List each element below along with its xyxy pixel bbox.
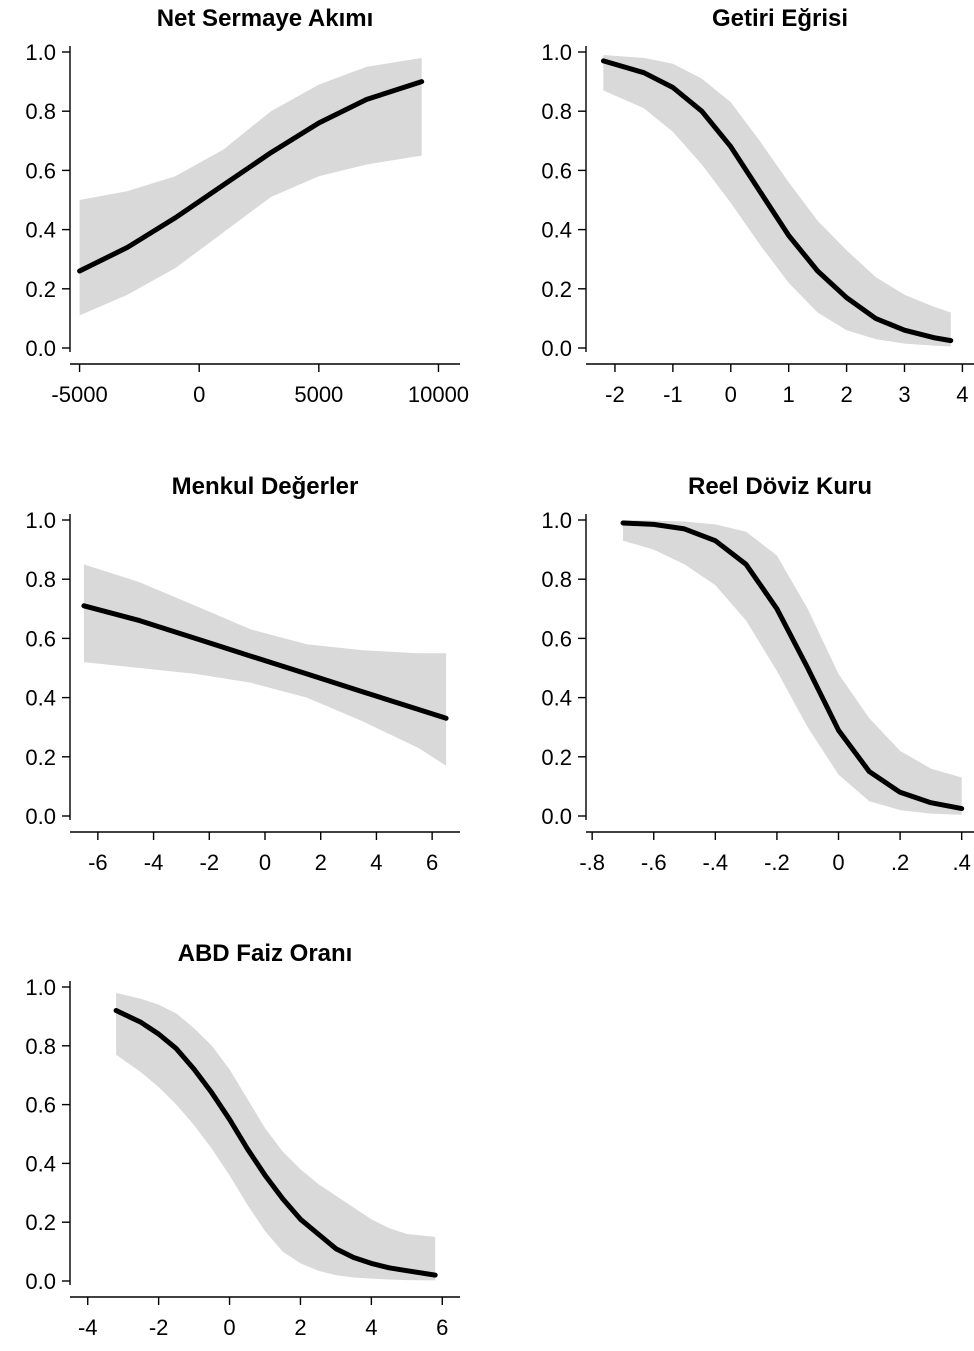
- x-tick-label: 0: [259, 850, 271, 875]
- fitted-line: [77, 79, 425, 274]
- chart-panel-3: Menkul Değerler 0.0 0.2 0.4 0.6 0.8 1.0 -6 -4 -2 0…: [25, 473, 460, 875]
- confidence-band: [603, 55, 951, 347]
- x-tick-label: -.4: [702, 850, 728, 875]
- y-tick-label: 0.0: [541, 804, 572, 829]
- x-tick-label: 6: [436, 1315, 448, 1340]
- x-tick-label: -.6: [641, 850, 667, 875]
- x-tick-label: 6: [426, 850, 438, 875]
- chart-title: Reel Döviz Kuru: [688, 473, 872, 500]
- y-tick-label: 0.2: [25, 1210, 56, 1235]
- confidence-band: [79, 57, 422, 316]
- y-tick-label: 0.8: [541, 567, 572, 592]
- y-tick-label: 0.4: [541, 218, 572, 243]
- y-tick-label: 0.6: [541, 158, 572, 183]
- chart-title: Getiri Eğrisi: [712, 5, 848, 32]
- fitted-line: [113, 1008, 438, 1278]
- x-tick-label: .4: [953, 850, 971, 875]
- y-tick-label: 1.0: [25, 40, 56, 65]
- y-tick-label: 1.0: [25, 975, 56, 1000]
- x-tick-label: 0: [193, 382, 205, 407]
- x-tick-label: -6: [88, 850, 108, 875]
- x-tick-label: 0: [223, 1315, 235, 1340]
- x-tick-label: -4: [78, 1315, 98, 1340]
- y-tick-label: 0.6: [25, 158, 56, 183]
- chart-title: ABD Faiz Oranı: [178, 940, 353, 967]
- chart-title: Net Sermaye Akımı: [157, 5, 374, 32]
- x-tick-label: 1: [783, 382, 795, 407]
- x-tick-label: 3: [898, 382, 910, 407]
- x-tick-label: 2: [315, 850, 327, 875]
- y-tick-label: 0.6: [25, 1093, 56, 1118]
- y-tick-label: 0.8: [25, 99, 56, 124]
- x-tick-label: 2: [294, 1315, 306, 1340]
- y-tick-label: 0.2: [541, 277, 572, 302]
- x-tick-label: 0: [832, 850, 844, 875]
- x-tick-label: -1: [663, 382, 683, 407]
- y-tick-label: 0.4: [25, 1151, 56, 1176]
- x-tick-label: 10000: [408, 382, 469, 407]
- y-tick-label: 0.6: [25, 626, 56, 651]
- y-tick-label: 0.4: [541, 686, 572, 711]
- y-tick-label: 1.0: [541, 508, 572, 533]
- chart-panel-1: Net Sermaye Akımı 0.0 0.2 0.4 0.6 0.8 1.0 -5000…: [25, 5, 469, 407]
- y-tick-label: 0.2: [25, 277, 56, 302]
- x-tick-label: .2: [891, 850, 909, 875]
- y-tick-label: 0.0: [25, 336, 56, 361]
- x-tick-label: 4: [370, 850, 382, 875]
- y-tick-label: 1.0: [25, 508, 56, 533]
- x-tick-label: -2: [200, 850, 220, 875]
- fitted-line: [81, 603, 449, 721]
- chart-panel-5: ABD Faiz Oranı 0.0 0.2 0.4 0.6 0.8 1.0 -4 -2 0 2 4 6: [25, 940, 460, 1340]
- x-tick-label: 0: [725, 382, 737, 407]
- confidence-band: [116, 992, 436, 1281]
- y-tick-label: 0.6: [541, 626, 572, 651]
- x-tick-label: -2: [605, 382, 625, 407]
- x-tick-label: -.2: [764, 850, 790, 875]
- x-tick-label: 4: [956, 382, 968, 407]
- x-tick-label: 4: [365, 1315, 377, 1340]
- chart-panel-2: Getiri Eğrisi 0.0 0.2 0.4 0.6 0.8 1.0 -2 -1 0 1 2 3 4: [541, 5, 974, 407]
- fitted-line: [600, 58, 954, 344]
- y-tick-label: 0.8: [25, 567, 56, 592]
- y-tick-label: 0.8: [541, 99, 572, 124]
- confidence-band: [83, 564, 447, 766]
- y-tick-label: 0.0: [541, 336, 572, 361]
- y-tick-label: 0.8: [25, 1034, 56, 1059]
- y-tick-label: 0.2: [541, 745, 572, 770]
- confidence-band: [623, 520, 962, 815]
- chart-title: Menkul Değerler: [172, 473, 359, 500]
- x-tick-label: -4: [144, 850, 164, 875]
- y-tick-label: 0.4: [25, 218, 56, 243]
- y-tick-label: 1.0: [541, 40, 572, 65]
- y-tick-label: 0.0: [25, 1269, 56, 1294]
- y-tick-label: 0.2: [25, 745, 56, 770]
- x-tick-label: 2: [840, 382, 852, 407]
- x-tick-label: 5000: [294, 382, 343, 407]
- fitted-line: [620, 520, 965, 812]
- y-tick-label: 0.4: [25, 686, 56, 711]
- x-tick-label: -5000: [51, 382, 107, 407]
- y-tick-label: 0.0: [25, 804, 56, 829]
- x-tick-label: -2: [149, 1315, 169, 1340]
- x-tick-label: -.8: [579, 850, 605, 875]
